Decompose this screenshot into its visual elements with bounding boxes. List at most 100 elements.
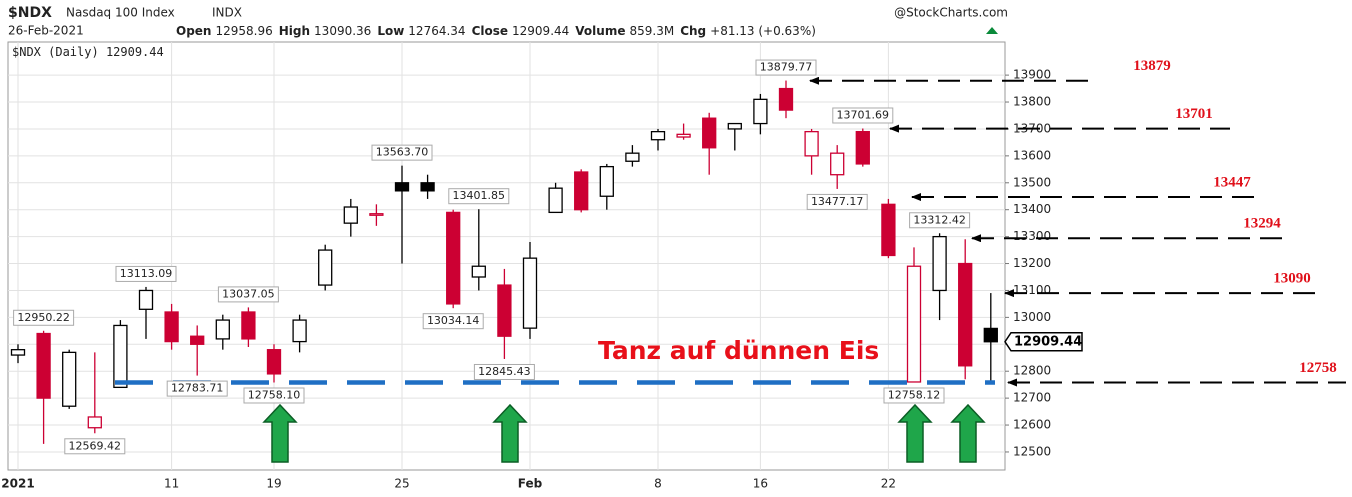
candle-body [855,130,870,165]
stat-label: Low [377,24,404,38]
stat-value: 859.3M [629,24,674,38]
x-tick-label: 16 [753,477,768,491]
y-tick-label: 13100 [1013,283,1051,297]
price-label-box [371,144,433,161]
price-label: 12950.22 [17,311,70,324]
green-arrows [262,403,986,463]
candle-body [420,182,435,192]
candle-body [625,152,640,162]
price-label-box [422,313,484,330]
x-tick-label: Feb [518,477,543,491]
y-tick-label: 13800 [1013,95,1051,109]
candle-body [292,319,307,343]
x-tick-label: 2021 [1,477,34,491]
candle-body [650,130,666,141]
price-label: 12758.10 [248,388,301,401]
price-label-box [806,193,868,210]
candle-body [727,122,742,130]
price-label: 13879.77 [760,61,813,74]
exchange: INDX [212,6,242,20]
candle-body [881,203,896,257]
y-tick-label: 12700 [1013,391,1051,405]
price-label: 13113.09 [120,267,173,280]
up-icon [986,27,998,34]
stats-line: Open 12958.96 High 13090.36 Low 12764.34 Close… [176,24,816,38]
candle-body [113,324,128,389]
price-label: 13563.70 [376,146,429,159]
stat-value: 12909.44 [512,24,569,38]
legend: $NDX (Daily) 12909.44 [12,45,164,59]
candle-body [702,117,717,149]
symbol: $NDX [8,5,52,21]
price-label-box [243,387,305,404]
stat-label: Chg [680,24,706,38]
y-tick-label: 13300 [1013,229,1051,243]
price-label-box [166,380,228,397]
level-label: 13294 [1243,216,1281,232]
candle-body [190,335,205,345]
candle-body [164,311,179,343]
price-label-box [115,265,177,282]
candle-body [266,349,282,375]
candle-body [497,284,512,337]
stat-label: Open [176,24,211,38]
candle-body [574,171,589,211]
candle-body [318,249,333,286]
x-tick-label: 19 [266,477,281,491]
level-label: 12758 [1299,360,1337,376]
last-price-tag [1004,332,1083,352]
stat-label: High [279,24,310,38]
x-tick-label: 25 [394,477,409,491]
candle-body [983,327,998,343]
level-label: 13447 [1213,174,1251,190]
price-label-box [217,286,279,303]
plot-frame [7,41,1006,471]
level-label: 13879 [1133,58,1171,74]
price-label: 13401.85 [453,189,506,202]
candles [10,80,998,444]
grid: 1250012600127001280012900130001310013200… [1,42,1051,491]
candle-body [62,351,77,407]
price-label-box [13,309,75,326]
price-label: 12783.71 [171,382,224,395]
stat-value: 12958.96 [215,24,272,38]
y-tick-label: 13500 [1013,175,1051,189]
candle-body [932,235,947,292]
y-tick-label: 12500 [1013,444,1051,458]
candle-body [87,416,102,429]
stat-value: 13090.36 [314,24,371,38]
price-label-box [473,363,535,380]
index-name: Nasdaq 100 Index [66,6,175,20]
price-label: 13034.14 [427,314,480,327]
y-tick-label: 13900 [1013,68,1051,82]
annotation: Tanz auf dünnen Eis [598,336,879,365]
candle-body [241,311,256,340]
stats: Open 12958.96 High 13090.36 Low 12764.34 Close… [176,24,816,38]
price-label: 13037.05 [222,287,275,300]
x-tick-label: 22 [881,477,896,491]
price-label: 13477.17 [811,195,864,208]
price-label: 12569.42 [69,439,122,452]
candle-body [778,87,794,111]
candle-body [10,349,26,356]
green-arrow [492,403,528,463]
price-label-box [832,107,894,124]
y-tick-label: 12800 [1013,364,1051,378]
candle-body [522,257,538,329]
price-label: 13701.69 [837,108,890,121]
last-price: 12909.44 [1014,334,1082,349]
candle-body [548,187,563,214]
candle-body [599,165,614,197]
y-tick-label: 13400 [1013,202,1051,216]
x-tick-label: 11 [164,477,179,491]
level-label: 13701 [1175,106,1213,122]
stat-label: Volume [575,24,625,38]
candle-body [753,98,768,125]
green-arrow [262,403,298,463]
x-tick-label: 8 [654,477,662,491]
candle-body [471,265,486,278]
candle-body [958,262,973,367]
date: 26-Feb-2021 [8,24,84,38]
candle-body [446,211,461,305]
